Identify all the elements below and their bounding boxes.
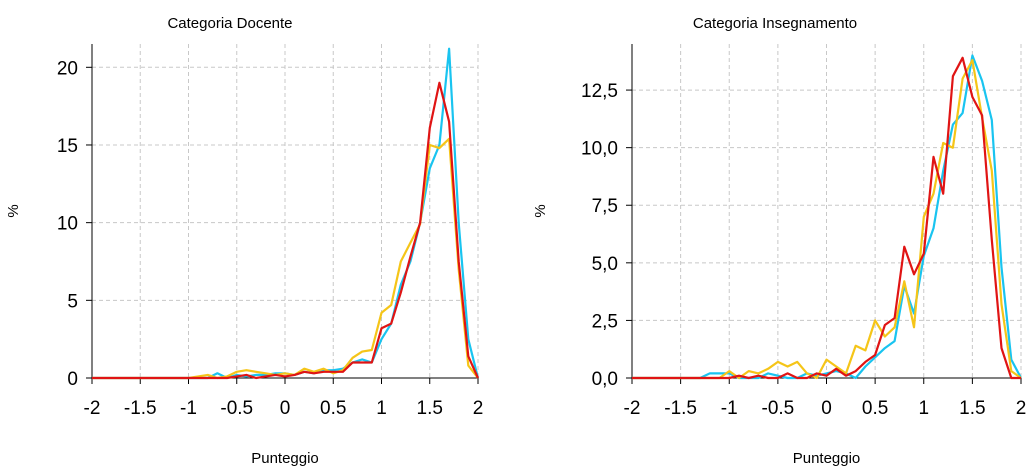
- x-tick-label: 1.5: [959, 398, 985, 419]
- y-tick-label: 20: [57, 58, 78, 79]
- x-tick-label: 0.5: [320, 398, 346, 419]
- y-tick-label: 5: [67, 291, 78, 312]
- x-tick-label: -2: [624, 398, 641, 419]
- y-tick-label: 5,0: [592, 254, 618, 275]
- x-tick-label: 1.5: [417, 398, 443, 419]
- x-tick-label: -0.5: [220, 398, 253, 419]
- y-axis-title: %: [532, 204, 549, 217]
- y-tick-label: 10: [57, 214, 78, 235]
- x-tick-label: 0.5: [862, 398, 888, 419]
- y-tick-label: 12,5: [581, 81, 618, 102]
- x-tick-label: 1: [918, 398, 929, 419]
- y-tick-label: 0,0: [592, 369, 618, 390]
- y-axis-title: %: [5, 204, 22, 217]
- series-line-3: [92, 81, 480, 380]
- y-tick-label: 15: [57, 136, 78, 157]
- chart-title: Categoria Insegnamento: [693, 15, 857, 32]
- x-axis-title: Punteggio: [793, 450, 861, 467]
- y-tick-label: 2,5: [592, 311, 618, 332]
- x-tick-label: -1.5: [124, 398, 157, 419]
- x-tick-label: -1.5: [664, 398, 697, 419]
- x-tick-label: 2: [1016, 398, 1027, 419]
- x-tick-label: 1: [376, 398, 387, 419]
- x-tick-label: 0: [280, 398, 291, 419]
- chart-2: -2 -1.5 -1 -0.5 0 0.5 1 1.5 2 0,0 2,5 5,0 7,5 10,0 12,…: [532, 15, 1026, 467]
- y-tick-label: 10,0: [581, 139, 618, 160]
- x-tick-label: -2: [84, 398, 101, 419]
- x-tick-label: 0: [821, 398, 832, 419]
- x-axis-title: Punteggio: [251, 450, 319, 467]
- x-tick-label: -1: [180, 398, 197, 419]
- x-tick-label: -1: [721, 398, 738, 419]
- series-line-3: [632, 56, 1021, 380]
- chart-title: Categoria Docente: [167, 15, 292, 32]
- series-line-2: [92, 137, 479, 380]
- y-tick-label: 0: [67, 369, 78, 390]
- y-tick-label: 7,5: [592, 196, 618, 217]
- x-tick-label: 2: [473, 398, 484, 419]
- x-tick-label: -0.5: [762, 398, 795, 419]
